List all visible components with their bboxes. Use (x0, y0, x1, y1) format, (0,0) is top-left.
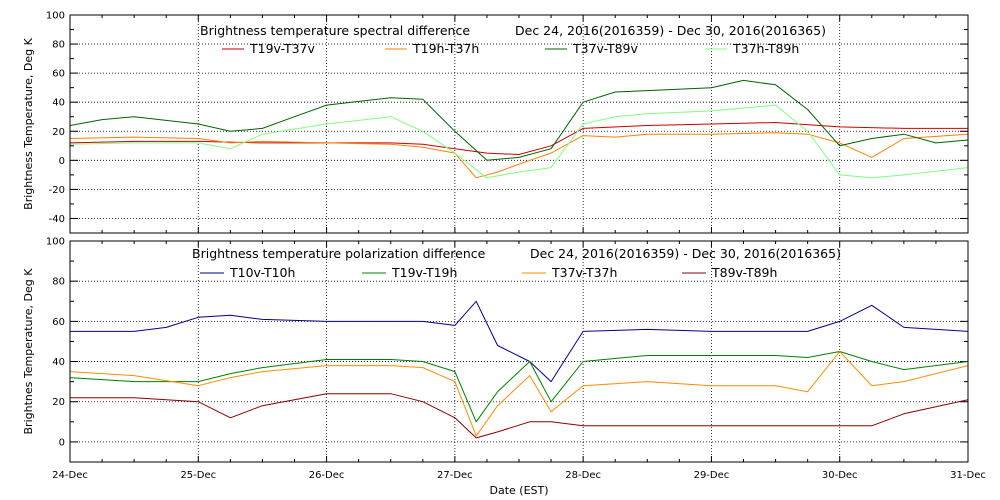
y-axis-label: Brightness Temperature, Deg K (22, 37, 35, 209)
series-line-t37v-t89v (70, 79, 968, 161)
plot-frame (69, 240, 969, 463)
legend-label: T19h-T37h (412, 41, 479, 56)
y-tick-label: 60 (52, 317, 65, 328)
y-tick-label: 80 (52, 277, 65, 288)
y-tick-label: 80 (52, 40, 65, 51)
y-tick-label: 20 (52, 397, 65, 408)
series-line-t19v-t19h (70, 351, 968, 423)
series-line-t37h-t89h (70, 104, 968, 179)
x-tick-label: 30-Dec (822, 470, 858, 481)
legend-label: T37h-T89h (732, 41, 799, 56)
chart-title: Brightness temperature polarization diff… (192, 246, 486, 261)
x-tick-label: 29-Dec (694, 470, 730, 481)
legend-label: T19v-T37v (249, 41, 316, 56)
series-line-t89v-t89h (70, 393, 968, 439)
y-tick-label: -20 (49, 185, 65, 196)
chart-date-range: Dec 24, 2016(2016359) - Dec 30, 2016(201… (530, 246, 841, 261)
y-tick-label: -40 (49, 214, 65, 225)
x-tick-label: 25-Dec (180, 470, 216, 481)
y-tick-label: 0 (59, 437, 65, 448)
x-tick-label: 24-Dec (52, 470, 88, 481)
y-tick-label: 100 (46, 237, 65, 248)
legend-label: T10v-T10h (229, 265, 295, 280)
legend-label: T37v-T37h (551, 265, 617, 280)
y-tick-label: 0 (59, 156, 65, 167)
legend-label: T89v-T89h (711, 265, 777, 280)
series-line-t19v-t37v (70, 122, 968, 155)
polarization-difference-panel: 24-Dec 25-Dec 26-Dec 27-Dec 28-Dec 29-Dec 30-D… (22, 237, 986, 498)
x-axis-label: Date (EST) (489, 484, 548, 497)
y-tick-label: 100 (46, 11, 65, 22)
plot-frame (69, 14, 969, 234)
y-tick-label: 60 (52, 69, 65, 80)
x-tick-label: 31-Dec (950, 470, 986, 481)
series-line-t19h-t37h (70, 132, 968, 179)
chart-date-range: Dec 24, 2016(2016359) - Dec 30, 2016(201… (515, 23, 826, 38)
y-tick-label: 40 (52, 357, 65, 368)
y-axis-label: Brightnes Temperature, Deg K (22, 268, 35, 435)
x-tick-label: 27-Dec (437, 470, 473, 481)
chart-title: Brightness temperature spectral differen… (200, 23, 470, 38)
y-tick-label: 20 (52, 127, 65, 138)
legend-label: T19v-T19h (391, 265, 457, 280)
legend-label: T37v-T89v (572, 41, 639, 56)
series-line-t10v-t10h (70, 300, 968, 383)
spectral-difference-panel: -40 -20 0 20 40 60 80 100 Brightness temperature… (22, 11, 969, 234)
x-tick-label: 28-Dec (565, 470, 601, 481)
y-tick-label: 40 (52, 98, 65, 109)
series-line-t37v-t37h (70, 351, 968, 437)
x-tick-label: 26-Dec (309, 470, 345, 481)
